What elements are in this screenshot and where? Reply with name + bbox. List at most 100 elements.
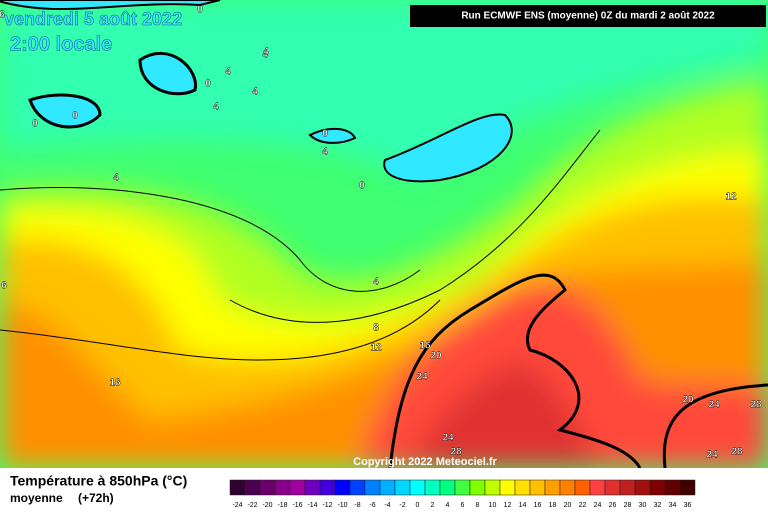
scale-label: 32 bbox=[654, 502, 662, 509]
scale-label: 22 bbox=[579, 502, 587, 509]
contour-label: 24 bbox=[442, 433, 454, 444]
contour-label: 24 bbox=[708, 400, 720, 411]
color-swatch bbox=[229, 479, 246, 496]
date: vendredi 5 août 2022 bbox=[4, 9, 182, 29]
scale-label: -16 bbox=[292, 502, 302, 509]
legend-title: Température à 850hPa (°C) bbox=[10, 473, 187, 489]
contour-label: 4 bbox=[213, 102, 219, 113]
contour-label: 12 bbox=[725, 192, 737, 203]
color-swatch bbox=[454, 479, 471, 496]
scale-label: 10 bbox=[489, 502, 497, 509]
color-swatch bbox=[589, 479, 606, 496]
color-swatch bbox=[619, 479, 636, 496]
contour-label: 0 bbox=[72, 111, 78, 122]
contour-label: 4 bbox=[252, 87, 258, 98]
color-swatch bbox=[529, 479, 546, 496]
scale-label: -18 bbox=[277, 502, 287, 509]
color-swatch bbox=[664, 479, 681, 496]
color-swatch bbox=[634, 479, 651, 496]
scale-label: -8 bbox=[354, 502, 360, 509]
contour-label: 16 bbox=[419, 341, 431, 352]
scale-label: 14 bbox=[519, 502, 527, 509]
scale-label: 2 bbox=[431, 502, 435, 509]
scale-label: 28 bbox=[624, 502, 632, 509]
scale-label: -10 bbox=[337, 502, 347, 509]
color-swatch bbox=[574, 479, 591, 496]
contour-label: 28 bbox=[731, 447, 743, 458]
contour-label: 28 bbox=[750, 400, 762, 411]
scale-label: 8 bbox=[476, 502, 480, 509]
color-swatch bbox=[319, 479, 336, 496]
contour-label: 24 bbox=[706, 450, 718, 461]
scale-label: 26 bbox=[609, 502, 617, 509]
contour-label: 4 bbox=[262, 50, 268, 61]
contour-label: 12 bbox=[370, 343, 382, 354]
scale-label: -24 bbox=[232, 502, 242, 509]
contour-label: 24 bbox=[416, 372, 428, 383]
scale-label: 4 bbox=[446, 502, 450, 509]
scale-label: -2 bbox=[399, 502, 405, 509]
color-swatch bbox=[244, 479, 261, 496]
color-swatch bbox=[259, 479, 276, 496]
color-swatch bbox=[559, 479, 576, 496]
scale-label: 20 bbox=[564, 502, 572, 509]
contour-label: 0 bbox=[205, 79, 211, 90]
scale-label: 6 bbox=[461, 502, 465, 509]
legend-run-hours: (+72h) bbox=[78, 491, 114, 505]
color-swatch bbox=[544, 479, 561, 496]
contour-label: 28 bbox=[450, 447, 462, 458]
scale-label: -12 bbox=[322, 502, 332, 509]
color-swatch bbox=[649, 479, 666, 496]
copyright: Copyright 2022 Meteociel.fr bbox=[353, 456, 497, 468]
color-swatch bbox=[469, 479, 486, 496]
color-swatch bbox=[289, 479, 306, 496]
color-swatch bbox=[499, 479, 516, 496]
scale-label: -4 bbox=[384, 502, 390, 509]
contour-label: 0 bbox=[32, 119, 38, 130]
run-info: Run ECMWF ENS (moyenne) 0Z du mardi 2 ao… bbox=[461, 11, 715, 22]
scale-label: 0 bbox=[416, 502, 420, 509]
local-time: 2:00 locale bbox=[10, 33, 112, 55]
contour-label: 16 bbox=[109, 378, 121, 389]
color-swatch bbox=[679, 479, 696, 496]
color-swatch bbox=[424, 479, 441, 496]
contour-label: 0 bbox=[197, 5, 203, 16]
contour-label: 0 bbox=[359, 181, 365, 192]
scale-label: -14 bbox=[307, 502, 317, 509]
color-scale: -24 -22 -20 -18 -16 -14 -12 -10 -8 -6 -4 -2 0 2 4 6 8 10 1… bbox=[229, 479, 696, 509]
contour-label: 6 bbox=[1, 281, 7, 292]
color-swatch bbox=[604, 479, 621, 496]
scale-label: 24 bbox=[594, 502, 602, 509]
contour-label: 4 bbox=[322, 147, 328, 158]
contour-label: 4 bbox=[263, 47, 269, 58]
color-swatch bbox=[394, 479, 411, 496]
scale-label: 34 bbox=[669, 502, 677, 509]
scale-label: -20 bbox=[262, 502, 272, 509]
color-swatch bbox=[484, 479, 501, 496]
scale-label: 30 bbox=[639, 502, 647, 509]
contour-label: 20 bbox=[430, 351, 442, 362]
legend-subtitle: moyenne bbox=[10, 491, 63, 505]
scale-label: 12 bbox=[504, 502, 512, 509]
scale-label: -22 bbox=[247, 502, 257, 509]
contour-label: 4 bbox=[225, 67, 231, 78]
color-swatch bbox=[439, 479, 456, 496]
contour-label: 0 bbox=[322, 129, 328, 140]
contour-label: 8 bbox=[373, 323, 379, 334]
color-swatch bbox=[409, 479, 426, 496]
contour-label: 4 bbox=[373, 277, 379, 288]
color-swatch bbox=[514, 479, 531, 496]
contour-label: 6 bbox=[0, 10, 5, 21]
scale-label: 36 bbox=[684, 502, 692, 509]
color-swatch bbox=[379, 479, 396, 496]
contour-label: 4 bbox=[113, 173, 119, 184]
scale-label: 18 bbox=[549, 502, 557, 509]
scale-label: -6 bbox=[369, 502, 375, 509]
color-swatch bbox=[274, 479, 291, 496]
color-swatch bbox=[334, 479, 351, 496]
color-swatch bbox=[304, 479, 321, 496]
color-swatch bbox=[364, 479, 381, 496]
